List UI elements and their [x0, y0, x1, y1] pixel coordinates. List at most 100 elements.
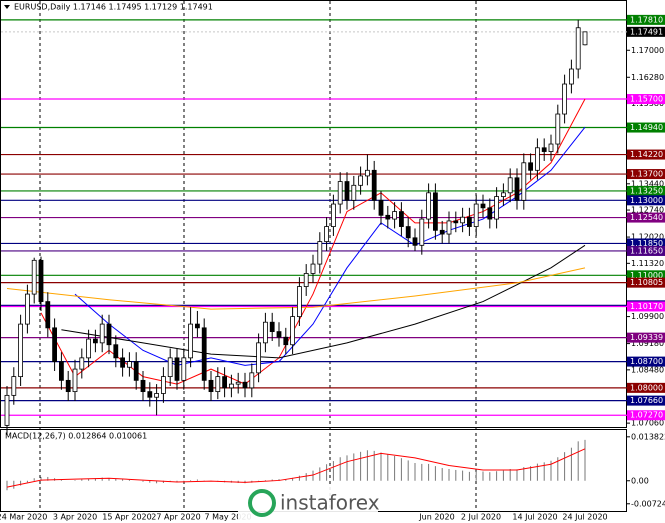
candle-body: [324, 226, 330, 242]
candle-body: [52, 327, 57, 363]
candle-body: [256, 342, 262, 374]
candle-body: [398, 211, 404, 227]
candle-body: [385, 214, 391, 220]
candle-body: [276, 331, 282, 338]
x-tick-label: 3 Apr 2020: [53, 513, 97, 522]
level-label: 1.10805: [630, 278, 663, 287]
candle-body: [38, 259, 44, 302]
candle-body: [269, 321, 275, 332]
watermark: instaforex: [238, 486, 380, 520]
signal-line: [6, 448, 586, 488]
candle-body: [11, 376, 17, 396]
level-label-box: [627, 382, 665, 393]
indicator-line: [74, 126, 586, 366]
candle-body: [351, 184, 357, 201]
candle-body: [72, 368, 78, 393]
candle-body: [188, 323, 194, 359]
level-label-box: [627, 195, 665, 206]
candle-body: [59, 361, 64, 381]
candle-body: [466, 216, 472, 227]
candle-body: [113, 344, 119, 359]
level-label-box: [627, 277, 665, 288]
candle-body: [405, 226, 411, 239]
candle-body: [317, 241, 323, 265]
y-tick-label: 1.07060: [631, 419, 664, 428]
candle-body: [154, 393, 160, 398]
level-label: 1.08000: [630, 383, 663, 392]
y-tick-label: 1.09900: [631, 312, 664, 321]
level-label-box: [627, 332, 665, 343]
level-label: 1.15700: [630, 95, 663, 104]
x-tick-label: 27 Apr 2020: [151, 513, 200, 522]
level-label: 1.14940: [630, 123, 663, 132]
candle-body: [330, 203, 336, 227]
candle-body: [453, 220, 459, 224]
candle-body: [31, 259, 37, 295]
candle-body: [419, 218, 425, 246]
candle-body: [528, 162, 533, 171]
candle-body: [569, 68, 574, 85]
level-label: 1.07270: [630, 411, 663, 420]
candle-body: [507, 177, 513, 194]
candle-body: [487, 207, 493, 220]
candle-body: [378, 199, 384, 216]
level-label: 1.11850: [630, 239, 663, 248]
level-label: 1.12540: [630, 213, 663, 222]
candle-body: [120, 357, 125, 368]
macd-title: MACD(12,26,7) 0.012864 0.010061: [5, 432, 147, 441]
price-label: 1.17491: [630, 27, 663, 36]
x-tick-label: 14 Jul 2020: [512, 513, 557, 522]
level-label-box: [627, 94, 665, 105]
indicator-line: [61, 244, 586, 359]
y-tick-label: 1.17000: [631, 46, 664, 55]
candle-body: [480, 203, 486, 209]
candle-body: [535, 147, 540, 171]
candle-body: [296, 286, 302, 317]
x-tick-label: 7 May 2020: [204, 513, 251, 522]
candle-body: [106, 323, 112, 346]
candle-body: [249, 372, 255, 389]
y-tick-label: 1.11320: [631, 259, 664, 268]
main-frame: [0, 0, 627, 428]
candle-body: [473, 203, 479, 227]
level-label-box: [627, 149, 665, 160]
candle-body: [514, 177, 520, 201]
level-label-box: [627, 122, 665, 133]
candle-body: [228, 383, 234, 389]
candle-body: [541, 147, 547, 152]
level-label-box: [627, 245, 665, 256]
level-label-box: [627, 410, 665, 421]
level-label: 1.08700: [630, 357, 663, 366]
candle-body: [432, 192, 438, 231]
candle-body: [521, 162, 527, 201]
candle-body: [364, 169, 370, 177]
y-tick-label: 1.08480: [631, 365, 664, 374]
candle-body: [344, 181, 350, 201]
level-label-box: [627, 169, 665, 180]
y-tick-label: -0.007243: [631, 499, 665, 508]
level-label: 1.07660: [630, 396, 663, 405]
y-tick-label: 1.09180: [631, 339, 664, 348]
candle-body: [99, 323, 105, 344]
candle-body: [93, 338, 98, 344]
candle-body: [439, 229, 445, 235]
level-label-box: [627, 185, 665, 196]
candle-body: [127, 361, 132, 368]
time-grid: [39, 1, 477, 511]
candle-body: [140, 379, 146, 393]
candle-body: [555, 113, 561, 145]
watermark-text: instaforex: [280, 491, 380, 515]
menu-arrow[interactable]: [4, 5, 10, 9]
candle-body: [500, 192, 506, 197]
candle-body: [392, 211, 398, 220]
candle-body: [160, 376, 166, 394]
level-label-box: [627, 270, 665, 281]
level-label-box: [627, 301, 665, 312]
candle-body: [303, 273, 309, 287]
candle-body: [181, 357, 187, 381]
level-label: 1.13000: [630, 196, 663, 205]
level-label-box: [627, 14, 665, 25]
y-tick-label: 1.12020: [631, 233, 664, 242]
candle-body: [242, 381, 248, 389]
